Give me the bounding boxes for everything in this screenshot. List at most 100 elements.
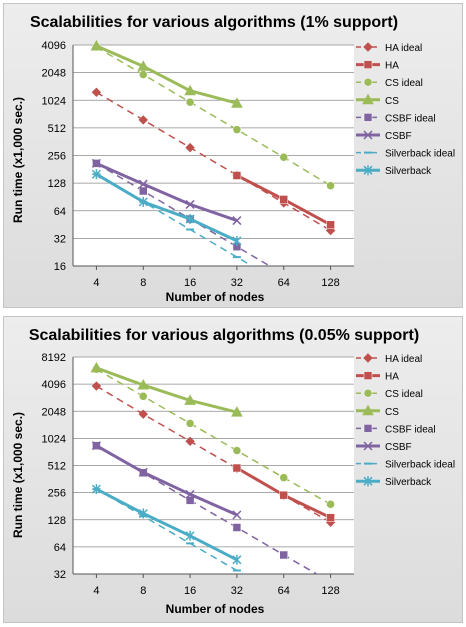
- marker-circle: [185, 97, 195, 107]
- marker-circle: [139, 70, 148, 79]
- marker-asterisk: [232, 554, 242, 565]
- plot-area: 32 64 128 256 512 1024 2048 4096 8192 4 8 16 32 64 128…: [42, 352, 456, 597]
- series-line: [96, 173, 254, 266]
- marker-circle: [185, 419, 195, 428]
- plot-area: 16 32 64 128 256 512 1024 2048 4096 4 8 16 32 64 128 HA…: [42, 39, 455, 289]
- chart-005pct-svg: Scalabilities for various algorithms (0.…: [11, 327, 456, 616]
- marker-triangle: [231, 406, 243, 417]
- legend-label: Silverback: [385, 166, 432, 177]
- marker-circle: [279, 153, 288, 162]
- marker-circle: [326, 181, 335, 190]
- marker-circle: [363, 388, 373, 398]
- marker-x: [363, 441, 373, 451]
- marker-square: [279, 550, 288, 560]
- series-line: [95, 162, 238, 223]
- y-tick-label: 256: [48, 151, 66, 163]
- marker-square: [363, 60, 373, 69]
- y-tick-label: 4096: [42, 379, 66, 391]
- y-tick-label: 1024: [42, 95, 66, 107]
- chart-1pct-svg: Scalabilities for various algorithms (1%…: [11, 14, 455, 304]
- legend-label: CSBF ideal: [385, 424, 436, 435]
- marker-square: [326, 220, 335, 230]
- series-line: [95, 44, 238, 105]
- marker-diamond: [185, 142, 195, 153]
- marker-diamond: [138, 115, 148, 125]
- series-line: [95, 444, 238, 517]
- marker-diamond: [91, 381, 102, 391]
- series-line: [95, 366, 238, 414]
- y-tick-label: 128: [48, 515, 66, 527]
- x-axis-title: Number of nodes: [166, 602, 265, 616]
- marker-square: [232, 523, 242, 532]
- marker-square: [326, 513, 335, 522]
- marker-x: [232, 216, 242, 226]
- legend-label: HA: [385, 61, 399, 72]
- legend-label: CSBF ideal: [385, 113, 436, 124]
- marker-circle: [326, 500, 335, 509]
- x-tick-label: 64: [278, 277, 290, 289]
- x-tick-label: 4: [93, 277, 99, 289]
- marker-square: [232, 171, 242, 180]
- series-line: [96, 488, 245, 574]
- series-line: [96, 368, 331, 505]
- x-tick-label: 128: [321, 585, 339, 597]
- marker-x: [232, 510, 242, 520]
- y-tick-label: 8192: [42, 352, 66, 364]
- marker-circle: [232, 125, 242, 134]
- marker-triangle: [231, 97, 243, 108]
- marker-triangle: [184, 394, 196, 405]
- y-tick-label: 32: [54, 233, 66, 245]
- y-tick-label: 32: [54, 569, 66, 581]
- marker-asterisk: [185, 214, 195, 225]
- marker-square: [139, 186, 148, 196]
- series-line: [95, 487, 238, 562]
- y-tick-label: 256: [48, 488, 66, 500]
- marker-x: [138, 467, 148, 477]
- legend-label: HA ideal: [385, 43, 422, 54]
- marker-square: [363, 424, 373, 433]
- series-group: [90, 361, 336, 574]
- legend-label: Silverback: [385, 477, 432, 488]
- marker-triangle: [137, 379, 150, 390]
- series-line: [96, 91, 331, 232]
- marker-square: [363, 371, 373, 380]
- y-axis-title: Run time (x1,000 sec.): [11, 97, 25, 223]
- marker-asterisk: [363, 165, 373, 176]
- marker-triangle: [90, 39, 103, 51]
- y-axis-title: Run time (x1,000 sec.): [11, 412, 25, 538]
- x-tick-label: 8: [140, 277, 146, 289]
- y-tick-label: 64: [54, 206, 66, 218]
- marker-asterisk: [185, 530, 195, 541]
- x-axis-title: Number of nodes: [166, 290, 265, 304]
- marker-triangle: [362, 93, 374, 105]
- chart-title: Scalabilities for various algorithms (0.…: [29, 327, 419, 344]
- y-tick-label: 1024: [42, 433, 66, 445]
- legend-label: CSBF: [385, 442, 412, 453]
- x-tick-label: 16: [184, 277, 196, 289]
- legend-label: CSBF: [385, 131, 412, 142]
- marker-diamond: [185, 436, 195, 447]
- marker-diamond: [138, 409, 148, 419]
- marker-x: [185, 199, 195, 209]
- y-tick-label: 128: [48, 178, 66, 190]
- y-tick-label: 512: [48, 461, 66, 473]
- legend-label: CS: [385, 96, 399, 107]
- x-tick-label: 8: [140, 585, 146, 597]
- marker-triangle: [362, 404, 374, 416]
- marker-triangle: [137, 60, 150, 71]
- y-tick-label: 16: [54, 261, 66, 273]
- series-group: [90, 39, 336, 266]
- marker-square: [232, 463, 242, 473]
- marker-asterisk: [138, 508, 148, 519]
- x-tick-label: 32: [231, 585, 243, 597]
- y-tick-label: 2048: [42, 68, 66, 80]
- marker-asterisk: [91, 484, 101, 495]
- series-line: [96, 445, 319, 574]
- marker-square: [185, 496, 195, 505]
- x-tick-label: 16: [184, 585, 196, 597]
- marker-asterisk: [363, 476, 373, 487]
- legend-label: HA: [385, 372, 399, 383]
- chart-panel-1pct: Scalabilities for various algorithms (1%…: [3, 3, 463, 308]
- marker-x: [363, 130, 373, 140]
- y-tick-label: 512: [48, 123, 66, 135]
